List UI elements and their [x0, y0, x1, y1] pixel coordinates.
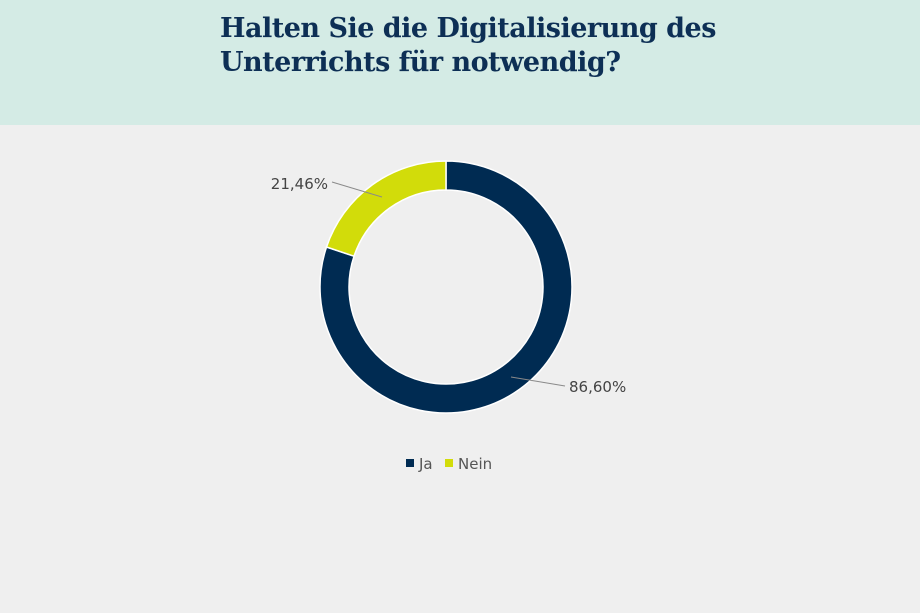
- donut-chart: 86,60% 21,46% Ja Nein: [271, 160, 626, 473]
- data-label-nein: 21,46%: [271, 175, 328, 193]
- page-title: Halten Sie die Digitalisierung des Unter…: [220, 13, 716, 78]
- legend-label-nein: Nein: [458, 455, 492, 473]
- leader-line-nein: [331, 181, 383, 198]
- legend-swatch-nein: [445, 459, 453, 467]
- donut-slice-nein: [325, 160, 447, 258]
- donut-slice-ja: [319, 160, 573, 414]
- header-banner: Halten Sie die Digitalisierung des Unter…: [0, 0, 920, 125]
- leader-line-ja: [510, 376, 566, 387]
- legend-label-ja: Ja: [418, 455, 433, 473]
- legend-swatch-ja: [406, 459, 414, 467]
- data-label-ja: 86,60%: [569, 378, 626, 396]
